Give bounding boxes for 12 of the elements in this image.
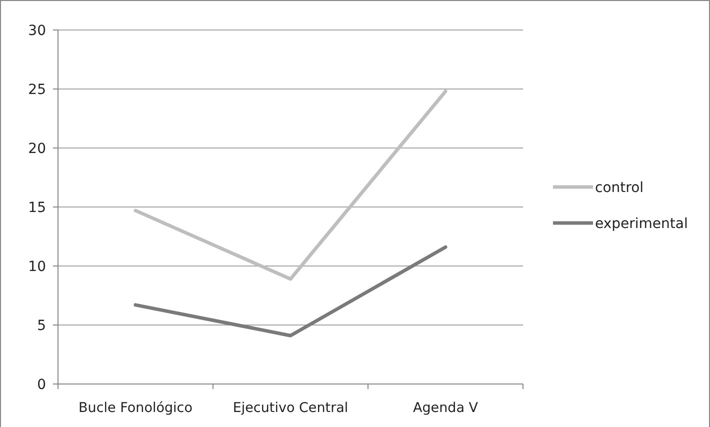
y-tick-label: 20	[28, 140, 46, 157]
y-tick-label: 0	[37, 376, 46, 393]
y-tick-label: 5	[37, 318, 46, 334]
x-tick-label: Ejecutivo Central	[232, 400, 348, 416]
x-tick-label: Agenda V	[412, 400, 479, 416]
legend-label: control	[595, 180, 644, 196]
y-tick-label: 25	[28, 82, 46, 98]
y-tick-label: 15	[28, 200, 46, 216]
y-tick-label: 30	[28, 22, 46, 39]
y-tick-label: 10	[28, 258, 46, 275]
legend-label: experimental	[595, 216, 688, 232]
x-tick-label: Bucle Fonológico	[78, 400, 192, 416]
